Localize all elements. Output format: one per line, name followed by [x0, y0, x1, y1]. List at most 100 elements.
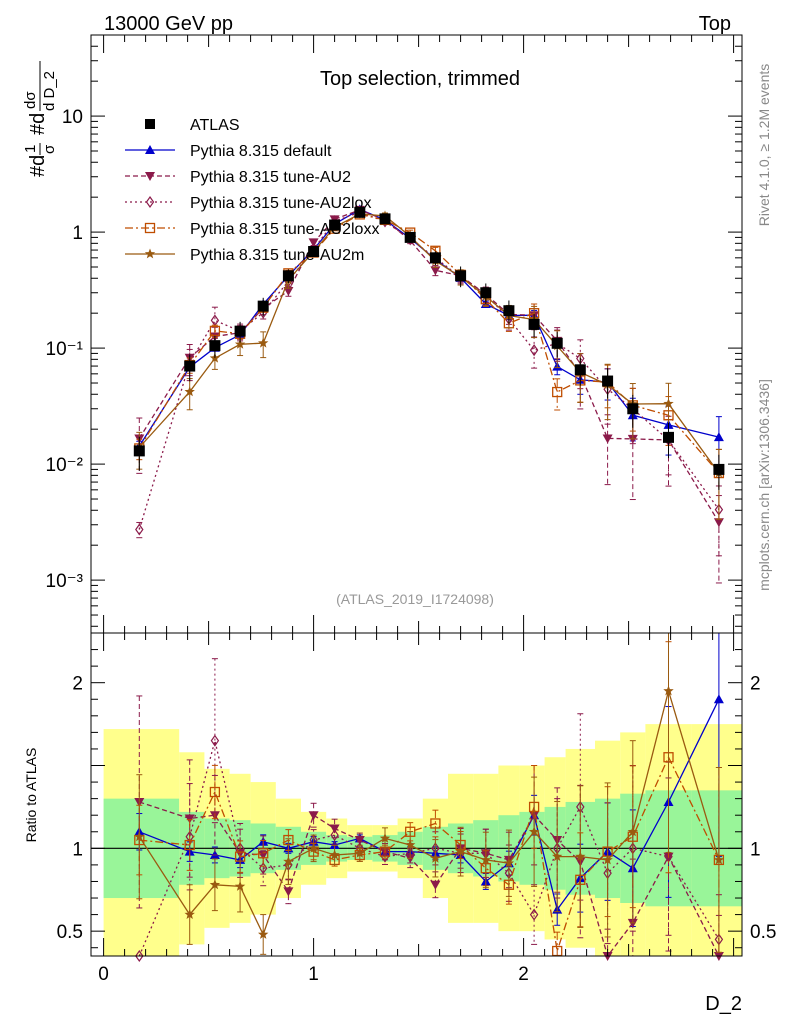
ratio-tick-label-right: 0.5: [750, 922, 776, 943]
ratio-point: [354, 836, 365, 846]
ratio-point: [528, 826, 540, 837]
point: [713, 432, 724, 442]
svg-text:d D_2: d D_2: [41, 71, 58, 111]
ratio-point: [455, 846, 466, 857]
data-point: [551, 337, 563, 349]
ratio-point: [308, 842, 319, 853]
svg-text:dσ: dσ: [22, 91, 39, 109]
ratio-point: [258, 848, 269, 859]
point: [602, 434, 613, 444]
legend-marker-atlas: [145, 119, 155, 129]
point: [184, 386, 195, 397]
data-point: [574, 364, 586, 376]
analysis-tag: (ATLAS_2019_I1724098): [336, 591, 494, 607]
rivet-label: Rivet 4.1.0, ≥ 1.2M events: [756, 64, 772, 227]
ratio-point: [308, 811, 319, 821]
x-tick-label: 0: [98, 964, 109, 985]
chart-title: Top selection, trimmed: [320, 68, 520, 90]
ratio-point: [283, 856, 294, 866]
legend: ATLAS Pythia 8.315 default Pythia 8.315 tu…: [125, 117, 379, 264]
ratio-point: [134, 831, 145, 842]
series-1: [134, 204, 724, 473]
ratio-series-line: [138, 688, 720, 937]
data-point: [627, 403, 639, 415]
x-tick-label: 2: [518, 964, 529, 985]
mcplots-label: mcplots.cern.ch [arXiv:1306.3436]: [756, 379, 772, 591]
ratio-series-layer: [134, 632, 725, 963]
main-data-layer: [133, 206, 725, 491]
svg-text:#d: #d: [27, 155, 49, 177]
point: [258, 337, 269, 348]
ratio-panel: 0.5 0.5 1 1 2 2 Ratio to ATLAS: [23, 632, 776, 963]
point: [308, 238, 319, 248]
ratio-point: [713, 694, 724, 704]
ratio-point: [330, 829, 339, 842]
data-point: [257, 300, 269, 312]
main-plot-frame: [90, 34, 743, 634]
legend-marker: [144, 222, 156, 234]
data-point: [308, 246, 320, 258]
data-point: [354, 206, 366, 218]
x-tick-label: 1: [308, 964, 319, 985]
point: [663, 398, 674, 409]
main-axis-ticks: 10⁻³ 10⁻² 10⁻¹ 1 10: [46, 34, 742, 627]
data-point: [602, 375, 614, 387]
data-point: [133, 445, 145, 457]
data-point: [503, 305, 515, 317]
ratio-point: [184, 839, 195, 851]
y-tick-label: 10⁻¹: [46, 339, 84, 360]
data-point: [329, 219, 341, 231]
ratio-point: [210, 734, 220, 747]
point: [234, 338, 246, 349]
legend-marker: [145, 145, 155, 154]
ratio-tick-label-right: 2: [750, 674, 761, 695]
ratio-point: [627, 826, 638, 837]
point: [209, 325, 221, 337]
legend-label: Pythia 8.315 tune-AU2m: [190, 247, 364, 264]
ratio-axis-ticks: 0.5 0.5 1 1 2 2: [57, 649, 776, 949]
legend-label: Pythia 8.315 tune-AU2loxx: [190, 221, 379, 238]
ratio-point: [430, 852, 441, 863]
data-point: [209, 340, 221, 352]
ratio-tick-label: 0.5: [57, 922, 83, 943]
data-point: [404, 231, 416, 243]
ratio-point: [135, 949, 144, 963]
data-point: [379, 213, 391, 225]
point: [430, 266, 441, 276]
data-point: [455, 270, 467, 282]
ratio-point: [258, 929, 269, 939]
ratio-series-line: [139, 801, 720, 958]
ratio-point: [234, 880, 246, 891]
header-right: Top: [699, 13, 731, 35]
data-point: [282, 270, 294, 282]
legend-label: Pythia 8.315 tune-AU2: [190, 169, 351, 186]
series-line: [138, 213, 720, 474]
ratio-point: [503, 857, 515, 868]
ratio-series-line: [138, 740, 720, 957]
ratio-point: [329, 849, 340, 860]
legend-label: Pythia 8.315 tune-AU2lox: [190, 195, 371, 212]
svg-text:#d: #d: [27, 113, 49, 135]
ratio-uncertainty-band: [103, 724, 742, 956]
legend-marker: [145, 195, 155, 209]
series-line: [138, 213, 720, 474]
y-tick-label: 10: [62, 107, 83, 128]
x-axis-label: D_2: [705, 993, 742, 1015]
ratio-tick-label: 1: [72, 839, 83, 860]
ratio-point: [552, 851, 563, 862]
data-point: [713, 463, 725, 475]
ratio-point: [380, 850, 390, 863]
header-left: 13000 GeV pp: [104, 13, 233, 35]
ratio-tick-label-right: 1: [750, 839, 761, 860]
y-tick-label: 10⁻³: [46, 571, 84, 592]
ratio-point: [405, 839, 416, 850]
ratio-point: [184, 909, 195, 919]
x-axis-ticks: 0 1 2: [98, 35, 735, 985]
y-tick-label: 10⁻²: [46, 455, 84, 476]
ratio-point: [575, 851, 586, 862]
y-tick-label: 1: [72, 223, 83, 244]
data-point: [234, 325, 246, 337]
ratio-point: [430, 880, 441, 890]
ratio-point: [480, 854, 491, 865]
